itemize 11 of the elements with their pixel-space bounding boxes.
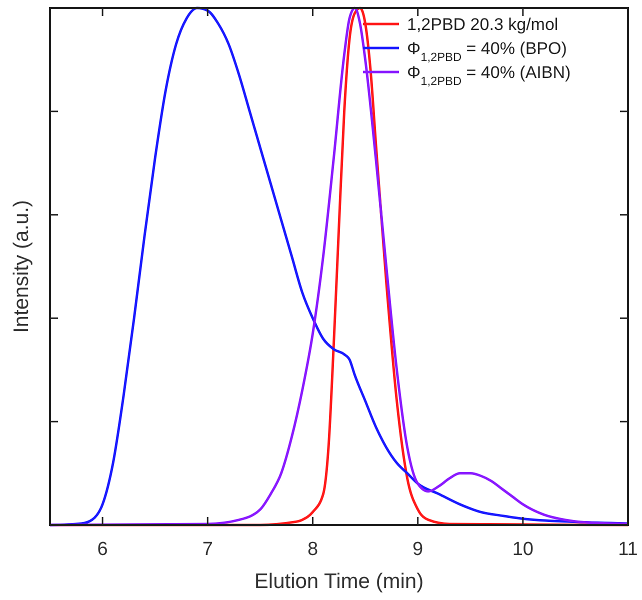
legend-label: Φ$_{1,2PBD}$ = 40% (BPO) [407,39,567,64]
x-tick-label: 6 [97,539,108,560]
x-tick-label: 11 [618,539,638,560]
x-tick-label: 8 [307,539,318,560]
y-axis-title: Intensity (a.u.) [10,200,33,334]
x-tick-label: 7 [202,539,213,560]
legend-label: 1,2PBD 20.3 kg/mol [407,15,558,34]
legend-label: Φ$_{1,2PBD}$ = 40% (AIBN) [407,63,571,88]
x-axis-title: Elution Time (min) [254,570,424,593]
x-tick-label: 9 [412,539,424,560]
x-tick-label: 10 [512,539,534,560]
